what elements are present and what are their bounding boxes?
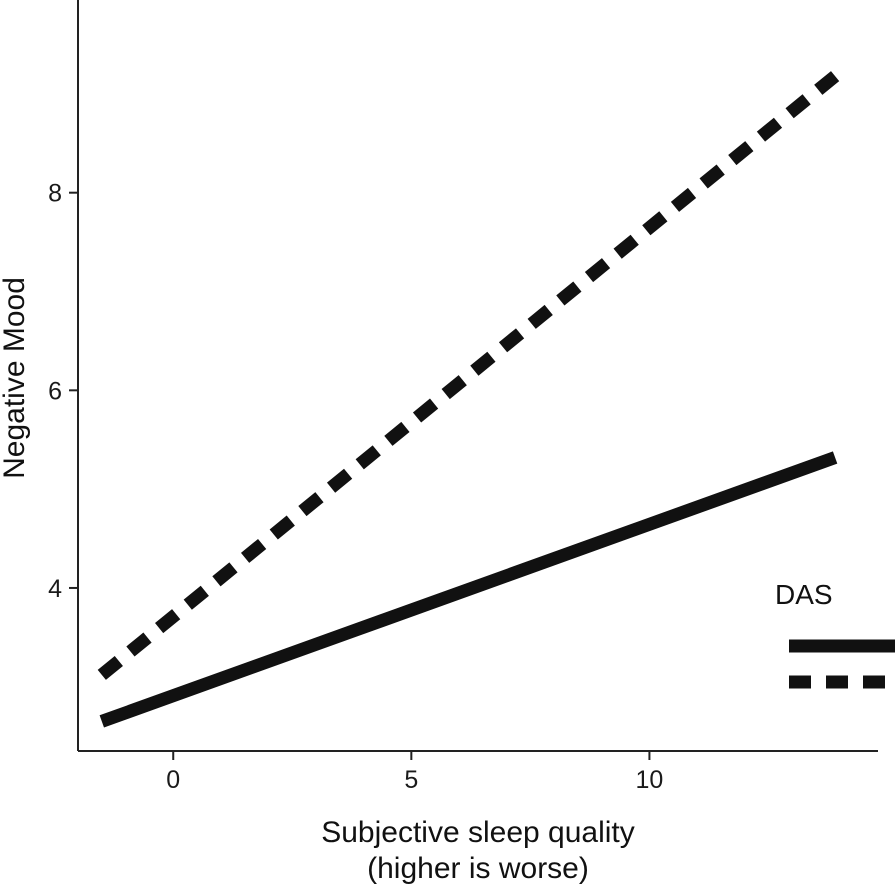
series-line-dashed xyxy=(97,71,840,680)
legend: DAS xyxy=(775,579,895,689)
labels: Subjective sleep quality (higher is wors… xyxy=(0,277,635,885)
x-tick-label: 5 xyxy=(404,766,418,794)
series-line-solid xyxy=(99,451,838,728)
y-axis-title: Negative Mood xyxy=(0,277,31,479)
x-axis-title-line1: Subjective sleep quality xyxy=(321,816,635,849)
legend-title: DAS xyxy=(775,579,833,610)
x-tick-label: 10 xyxy=(636,766,664,794)
y-tick-label: 8 xyxy=(48,180,62,208)
series-layer xyxy=(97,71,840,728)
axes: 0 5 10 4 6 8 xyxy=(48,0,878,794)
x-tick-label: 0 xyxy=(166,766,180,794)
y-tick-label: 6 xyxy=(48,377,62,405)
y-tick-label: 4 xyxy=(48,575,62,603)
x-axis-title-line2: (higher is worse) xyxy=(367,852,589,885)
